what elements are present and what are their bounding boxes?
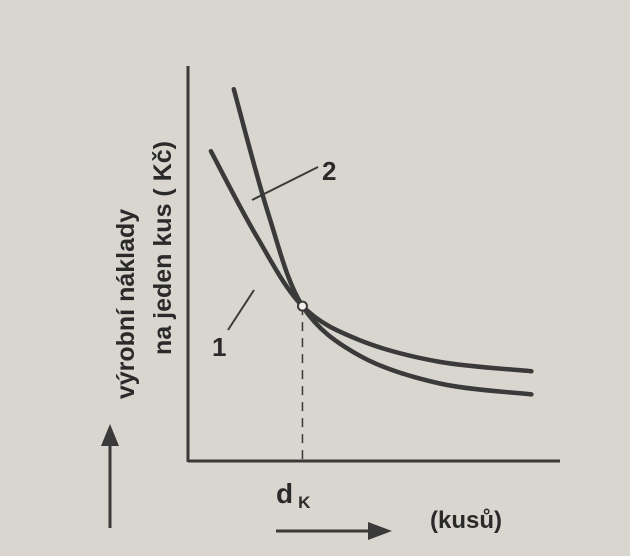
series-2-label: 2 <box>322 156 336 186</box>
x-axis-label: (kusů) <box>430 507 502 534</box>
y-axis-label-line1: výrobní náklady <box>112 209 140 399</box>
series-1-line <box>208 148 534 374</box>
x-direction-arrow-head <box>368 522 392 540</box>
series-group <box>208 86 534 397</box>
x-marker-subscript: K <box>298 493 311 512</box>
series-1-label: 1 <box>212 332 226 362</box>
intersection-point <box>296 300 308 312</box>
series-1-leader-line <box>227 289 255 331</box>
series-2-line <box>231 86 534 397</box>
y-direction-arrow-head <box>101 424 119 446</box>
series-2-leader-line <box>251 166 319 201</box>
x-marker-main: d <box>276 478 293 509</box>
y-axis-label-line2: na jeden kus ( Kč) <box>149 141 177 355</box>
